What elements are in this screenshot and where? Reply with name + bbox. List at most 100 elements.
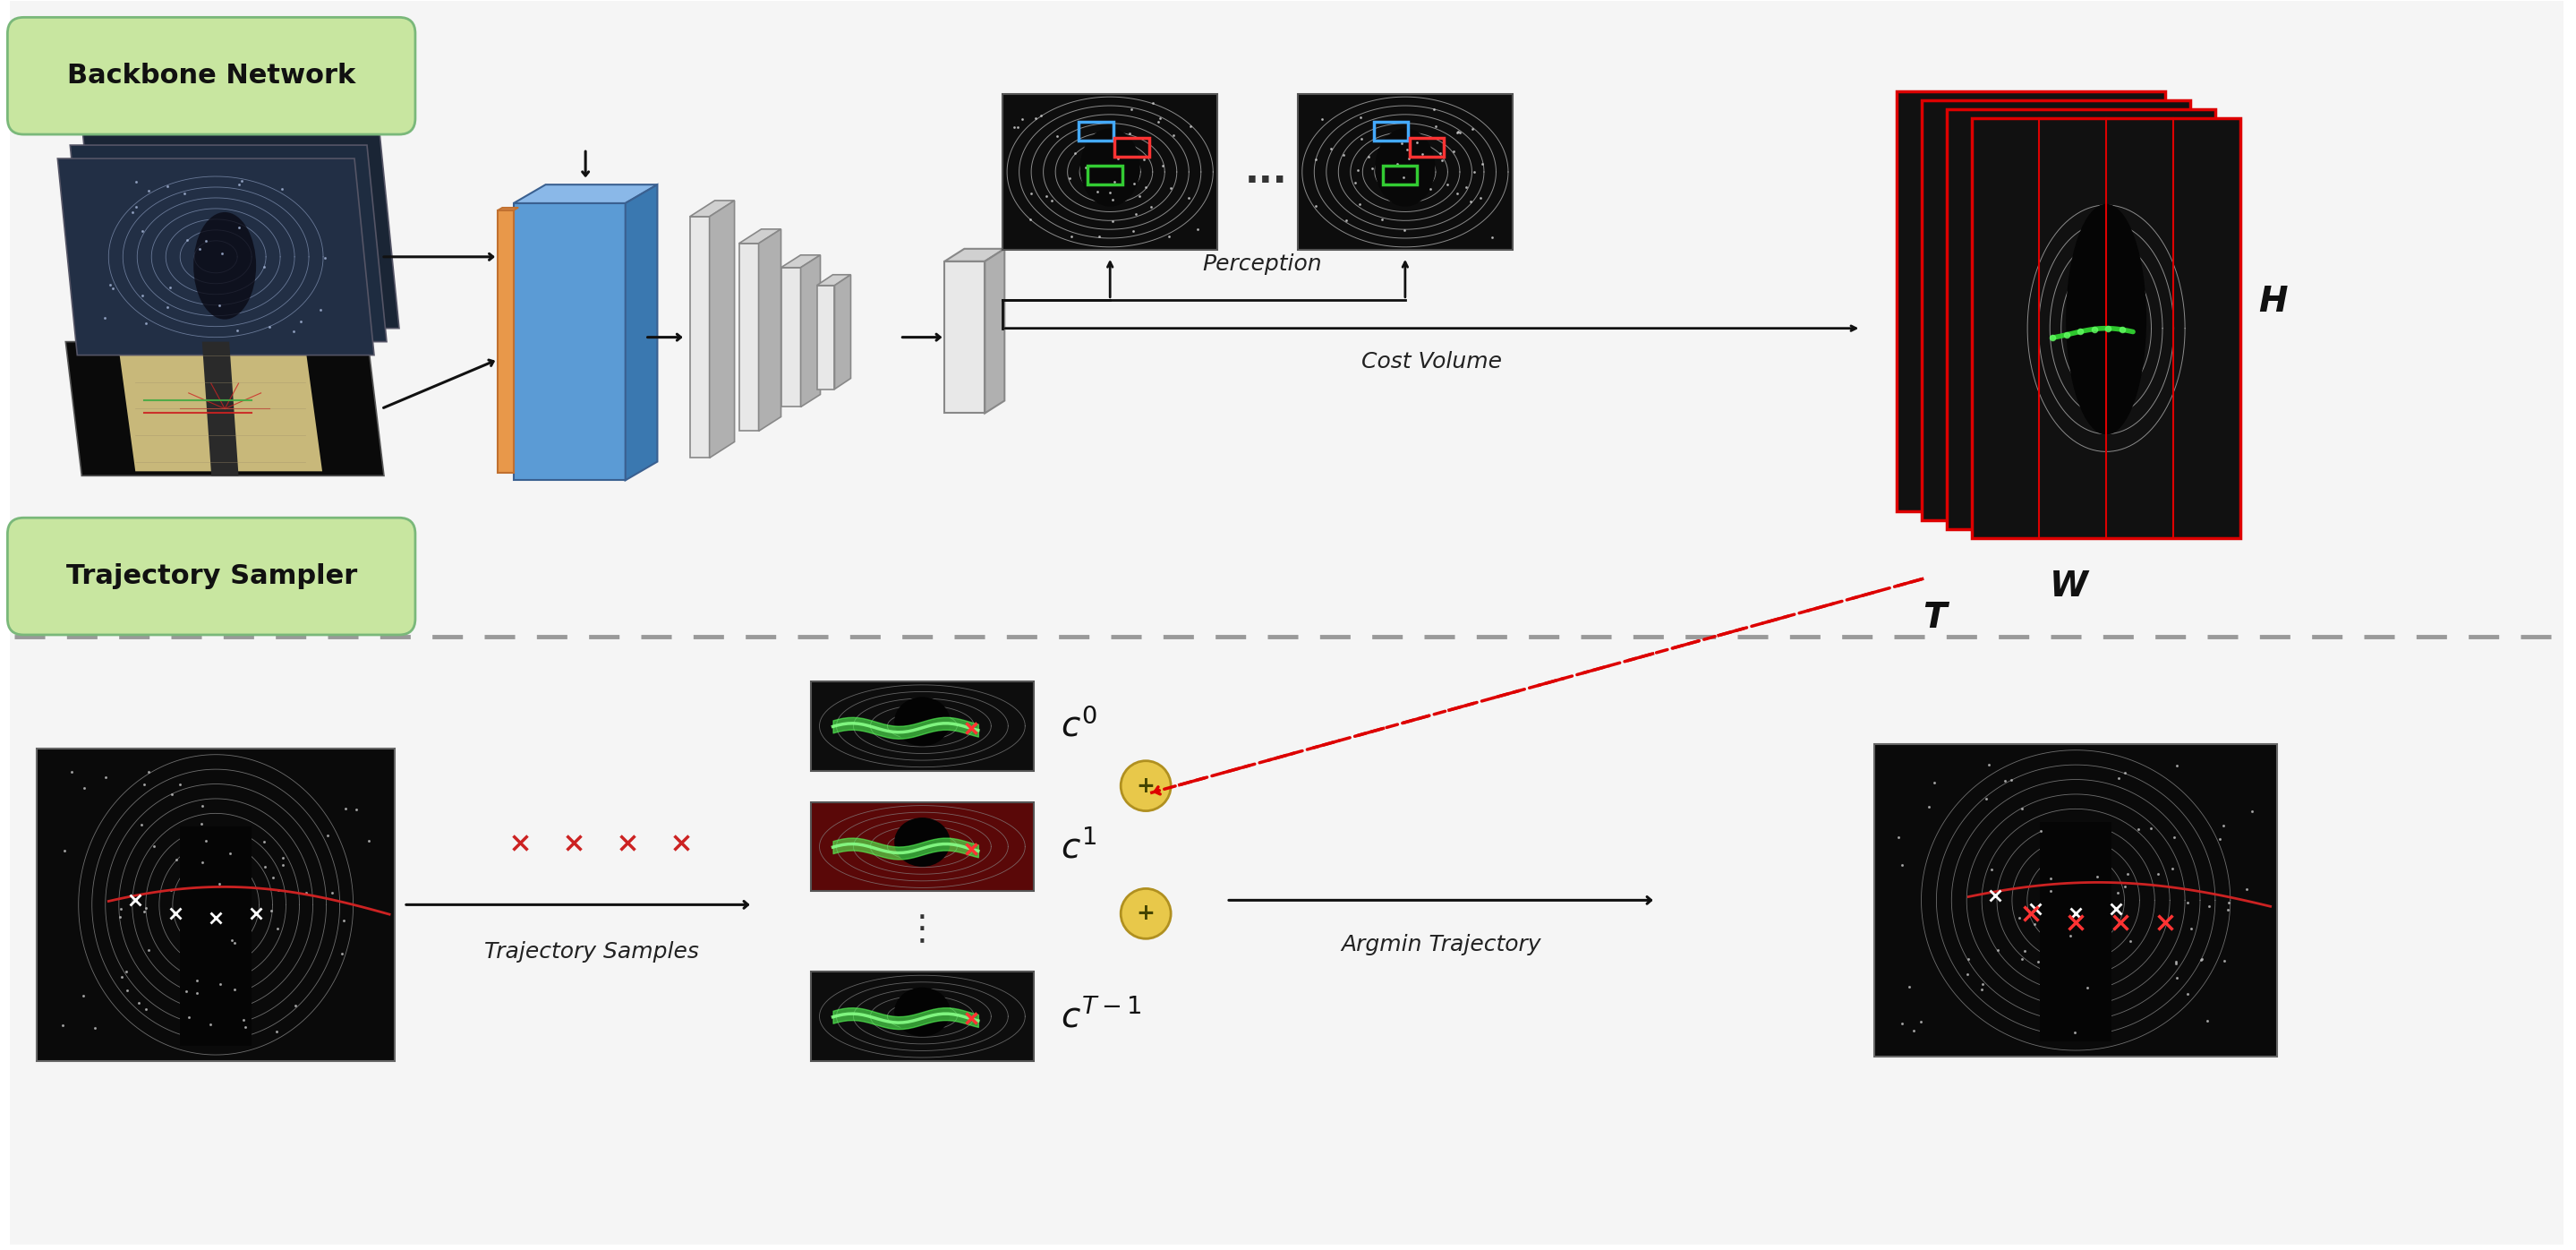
Point xyxy=(1340,129,1381,149)
Point xyxy=(1422,150,1463,170)
Point xyxy=(2202,815,2244,835)
Point xyxy=(111,202,152,222)
Point xyxy=(1123,149,1164,169)
Text: W: W xyxy=(2050,570,2087,604)
Point xyxy=(121,815,162,835)
Polygon shape xyxy=(835,275,850,389)
Ellipse shape xyxy=(1376,129,1435,206)
Point xyxy=(2226,879,2267,899)
Bar xyxy=(180,826,252,1045)
Point xyxy=(1432,141,1473,161)
Point xyxy=(2087,319,2128,339)
Point xyxy=(185,231,227,251)
Point xyxy=(165,981,206,1001)
Point xyxy=(1036,126,1077,146)
Bar xyxy=(811,802,1033,891)
Point xyxy=(2179,950,2221,970)
Point xyxy=(1888,976,1929,996)
Point xyxy=(1092,189,1133,209)
Polygon shape xyxy=(760,229,781,431)
Polygon shape xyxy=(118,346,322,471)
Point xyxy=(1461,188,1502,208)
Point xyxy=(1347,146,1388,166)
Point xyxy=(1092,211,1133,231)
Point xyxy=(116,173,157,192)
Text: Argmin Trajectory: Argmin Trajectory xyxy=(1342,934,1540,956)
Point xyxy=(1296,149,1337,169)
Point xyxy=(1360,210,1401,230)
Point xyxy=(1388,147,1430,168)
Point xyxy=(224,1010,265,1030)
Polygon shape xyxy=(739,244,760,431)
Point xyxy=(62,985,103,1005)
Point xyxy=(1030,191,1072,211)
Bar xyxy=(1373,122,1409,141)
Point xyxy=(1321,145,1363,165)
Point xyxy=(250,900,291,920)
Point xyxy=(263,855,304,875)
Point xyxy=(52,762,93,782)
Point xyxy=(263,179,304,199)
Point xyxy=(2030,869,2071,889)
Polygon shape xyxy=(82,131,399,329)
Polygon shape xyxy=(817,285,835,389)
Point xyxy=(312,882,353,902)
Polygon shape xyxy=(1947,109,2215,530)
Point xyxy=(1378,154,1419,174)
Point xyxy=(1445,176,1486,196)
Text: Backbone Network: Backbone Network xyxy=(67,62,355,89)
Point xyxy=(1170,188,1211,208)
Point xyxy=(258,919,299,939)
Point xyxy=(2156,755,2197,775)
Point xyxy=(198,874,240,894)
Point xyxy=(214,980,255,1000)
FancyBboxPatch shape xyxy=(8,518,415,635)
Polygon shape xyxy=(1973,119,2241,539)
Point xyxy=(121,285,162,305)
Polygon shape xyxy=(945,249,1005,261)
Point xyxy=(219,175,260,195)
Point xyxy=(2045,325,2087,345)
Point xyxy=(1427,175,1468,195)
Point xyxy=(1878,828,1919,848)
Point xyxy=(2166,984,2208,1004)
Point xyxy=(1113,221,1154,241)
Point xyxy=(250,316,291,336)
Point xyxy=(1352,158,1394,178)
Point xyxy=(994,116,1036,136)
Point xyxy=(245,256,286,276)
Point xyxy=(242,831,283,851)
Point xyxy=(98,908,139,928)
Text: H: H xyxy=(2259,285,2287,319)
Point xyxy=(1450,191,1492,211)
Point xyxy=(2032,328,2074,348)
Point xyxy=(1079,226,1121,246)
Point xyxy=(1984,771,2025,791)
Point xyxy=(1471,228,1512,248)
Point xyxy=(44,841,85,861)
Point xyxy=(2061,321,2102,341)
Text: +: + xyxy=(1136,902,1154,925)
Point xyxy=(2020,821,2061,841)
Point xyxy=(1113,174,1154,194)
Point xyxy=(1999,908,2040,928)
Point xyxy=(121,221,162,241)
Polygon shape xyxy=(817,275,850,285)
Point xyxy=(1880,1014,1922,1034)
Point xyxy=(1296,196,1337,216)
Point xyxy=(1960,980,2002,1000)
Point xyxy=(1963,974,2004,994)
FancyBboxPatch shape xyxy=(8,18,415,135)
Point xyxy=(93,279,134,299)
Point xyxy=(1991,770,2032,790)
Text: $c^1$: $c^1$ xyxy=(1061,829,1097,864)
Point xyxy=(1383,220,1425,240)
Point xyxy=(157,850,198,870)
Point xyxy=(1461,154,1502,174)
Bar xyxy=(811,971,1033,1061)
Point xyxy=(1947,965,1989,985)
Bar xyxy=(2040,823,2112,1041)
Point xyxy=(64,779,106,799)
Point xyxy=(167,1008,209,1028)
Text: +: + xyxy=(1136,775,1154,796)
